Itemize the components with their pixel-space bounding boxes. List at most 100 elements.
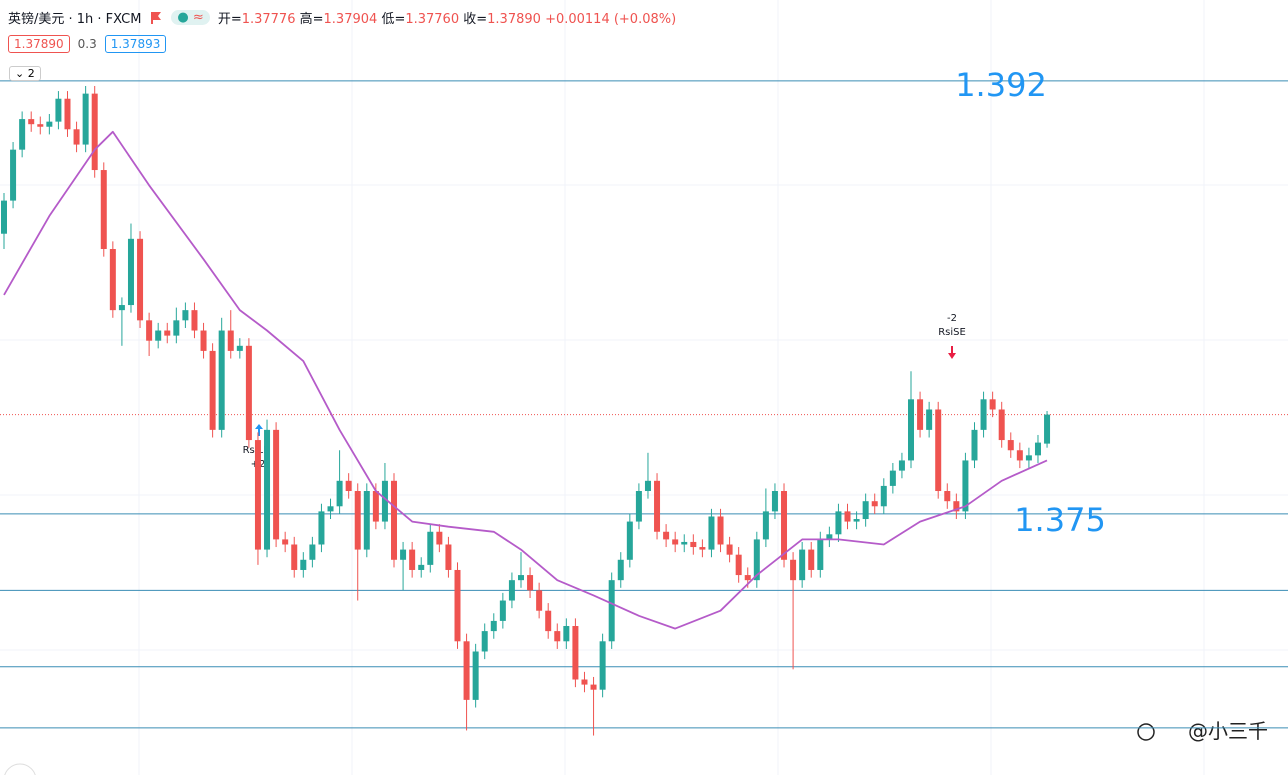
candle-body: [264, 429, 271, 550]
level-label: 1.392: [955, 66, 1047, 104]
candle-body: [917, 399, 924, 430]
candle-body: [300, 559, 307, 570]
ohlc-value: 1.37890: [487, 12, 541, 27]
ohlc: 开=1.37776 高=1.37904 低=1.37760 收=1.37890 …: [218, 8, 676, 27]
watermark-icon: [1137, 723, 1155, 741]
symbol[interactable]: 英镑/美元 · 1h · FXCM: [8, 12, 142, 27]
candle-body: [155, 330, 162, 341]
candle-body: [545, 610, 552, 632]
candle-body: [517, 575, 524, 581]
candle-body: [790, 559, 797, 581]
toggle-count: 2: [27, 67, 35, 80]
candle-body: [672, 539, 679, 545]
change: +0.00114 (+0.08%): [545, 12, 677, 27]
candle-body: [46, 121, 53, 127]
candle-body: [236, 345, 243, 351]
candle-body: [581, 679, 588, 685]
candle-body: [635, 491, 642, 522]
ohlc-label: 高=: [299, 12, 324, 27]
signal-name: RsiSE: [938, 327, 966, 338]
candle-body: [708, 516, 715, 550]
candle-body: [191, 310, 198, 331]
candle-body: [372, 491, 379, 522]
candle-body: [400, 549, 407, 560]
candle-body: [654, 480, 661, 532]
ohlc-value: 1.37904: [323, 12, 378, 27]
candle-body: [681, 541, 688, 545]
candle-body: [626, 521, 633, 560]
candle-body: [744, 575, 751, 581]
candle-body: [363, 491, 370, 550]
candle-body: [817, 539, 824, 570]
candle-body: [436, 531, 443, 545]
candle-body: [391, 480, 398, 560]
candle-body: [572, 626, 579, 680]
level-label: 1.375: [1014, 501, 1106, 539]
candle-body: [499, 600, 506, 621]
candle-body: [608, 580, 615, 642]
header: 英镑/美元 · 1h · FXCM ● ≈ 开=1.37776 高=1.3790…: [8, 8, 676, 27]
candle-body: [1025, 455, 1032, 461]
candle-body: [381, 480, 388, 522]
candle-body: [463, 641, 470, 700]
flag-icon[interactable]: [149, 11, 163, 25]
candle-body: [273, 429, 280, 540]
candle-body: [1007, 440, 1014, 451]
candle-body: [871, 501, 878, 507]
candle-body: [717, 516, 724, 545]
candle-body: [536, 590, 543, 611]
candle-body: [164, 330, 171, 336]
candle-body: [989, 399, 996, 410]
candle-body: [109, 249, 116, 311]
candle-body: [853, 519, 860, 522]
candle-body: [862, 501, 869, 520]
candle-body: [944, 491, 951, 502]
candle-body: [282, 539, 289, 545]
candle-body: [345, 480, 352, 492]
bid[interactable]: 1.37890: [8, 35, 70, 53]
candle-body: [735, 554, 742, 576]
corner-button[interactable]: [4, 763, 36, 775]
collapse-toggle[interactable]: ⌄ 2: [9, 66, 41, 81]
candle-body: [1044, 414, 1051, 444]
candle-body: [926, 409, 933, 430]
candle-body: [590, 684, 597, 690]
ohlc-value: 1.37776: [241, 12, 296, 27]
candle-body: [19, 119, 26, 150]
long-arrow: [255, 424, 263, 436]
candle-body: [898, 460, 905, 471]
candle-body: [91, 93, 98, 171]
candle-body: [37, 124, 44, 127]
candle-body: [427, 531, 434, 565]
candle-body: [771, 491, 778, 512]
short-arrow: [948, 346, 956, 359]
ohlc-label: 低=: [381, 12, 406, 27]
candle-body: [327, 506, 334, 512]
ohlc-label: 收=: [463, 12, 488, 27]
candle-body: [100, 170, 107, 250]
candle-body: [663, 531, 670, 540]
quote-row: 1.37890 0.3 1.37893: [8, 35, 167, 53]
status-pill[interactable]: ● ≈: [171, 10, 210, 25]
candle-body: [472, 651, 479, 700]
ask[interactable]: 1.37893: [104, 35, 167, 53]
candle-body: [55, 98, 62, 122]
candle-body: [1034, 442, 1041, 456]
candle-body: [880, 485, 887, 507]
candle-body: [554, 631, 561, 642]
candle-body: [318, 511, 325, 545]
candle-body: [962, 460, 969, 512]
candle-body: [173, 320, 180, 336]
signal-qty: -2: [947, 313, 957, 324]
spread: 0.3: [77, 37, 97, 51]
candle-body: [781, 491, 788, 560]
candle-body: [563, 626, 570, 642]
candle-body: [291, 544, 298, 570]
candle-body: [799, 549, 806, 581]
candle-body: [980, 399, 987, 430]
candle-body: [182, 310, 189, 321]
ohlc-label: 开=: [217, 12, 242, 27]
candle-body: [753, 539, 760, 581]
candle-body: [82, 93, 89, 145]
